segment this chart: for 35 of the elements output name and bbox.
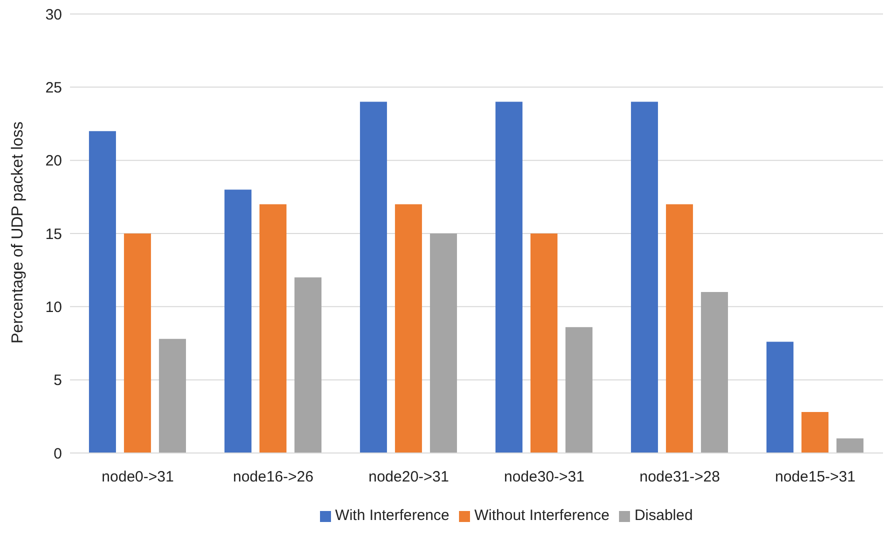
y-tick-label: 5 xyxy=(54,372,62,390)
x-tick-label: node31->28 xyxy=(640,468,720,486)
y-tick-label: 0 xyxy=(54,445,62,462)
x-tick-label: node16->26 xyxy=(233,468,314,486)
bar xyxy=(666,204,693,453)
y-tick-label: 15 xyxy=(45,226,62,243)
y-tick-label: 25 xyxy=(45,79,62,96)
y-tick-label: 20 xyxy=(45,152,62,170)
bar xyxy=(394,204,422,453)
bar xyxy=(88,131,116,453)
bar xyxy=(294,277,322,453)
bar xyxy=(360,102,387,453)
x-tick-label: node20->31 xyxy=(368,468,449,486)
bar xyxy=(766,342,794,453)
bar xyxy=(630,102,658,453)
x-tick-label: node15->31 xyxy=(775,468,856,486)
y-tick-label: 10 xyxy=(45,298,62,316)
bar xyxy=(530,234,558,453)
legend-label: Disabled xyxy=(634,507,693,524)
x-tick-label: node0->31 xyxy=(102,468,174,486)
bar xyxy=(224,190,252,453)
bar xyxy=(124,234,151,453)
bar xyxy=(259,204,286,453)
legend-label: Without Interference xyxy=(474,507,610,524)
bar xyxy=(495,102,522,453)
x-tick-label: node30->31 xyxy=(504,468,584,486)
bar xyxy=(836,438,864,453)
bar xyxy=(430,234,457,453)
bar xyxy=(700,292,728,453)
bar xyxy=(801,412,828,453)
y-axis-title: Percentage of UDP packet loss xyxy=(10,121,27,344)
bar xyxy=(565,327,592,453)
y-tick-label: 30 xyxy=(45,6,62,24)
bar xyxy=(158,338,186,453)
legend-label: With Interference xyxy=(335,507,450,524)
